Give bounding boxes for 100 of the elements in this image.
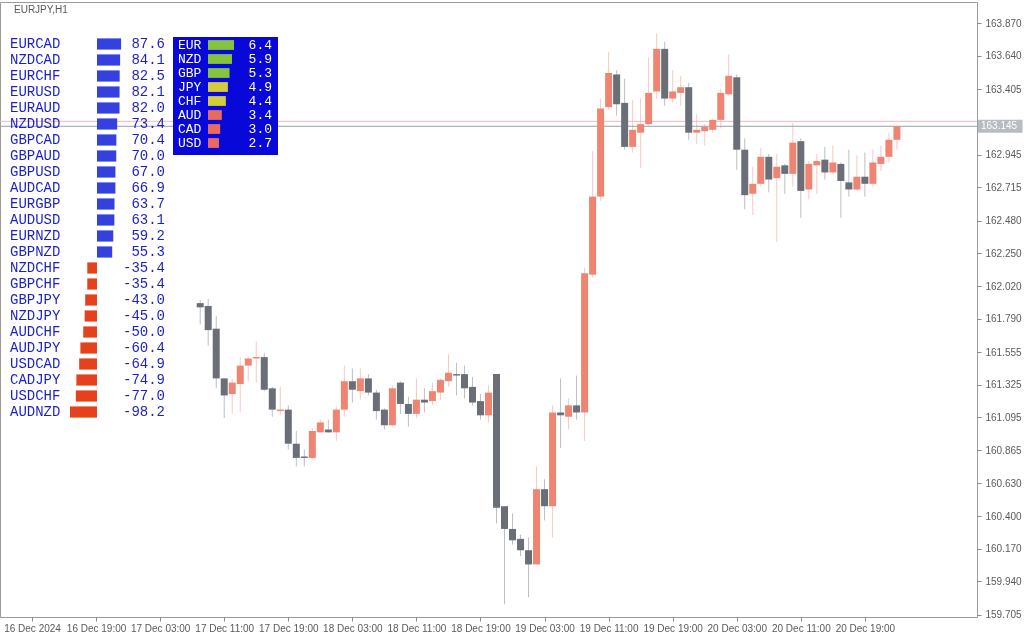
data-label: -50.0 [122, 324, 165, 340]
data-label: -45.0 [122, 308, 165, 324]
y-tick-label: 161.325 [985, 379, 1023, 391]
bar [87, 262, 97, 274]
data-label: 59.2 [131, 228, 165, 244]
y-tick-label: GBPAUD [10, 148, 61, 164]
x-tick-label: 18 Dec 11:00 [387, 622, 447, 634]
y-tick-label: AUD [178, 108, 202, 123]
bar [97, 198, 115, 210]
y-tick-label: EURCAD [10, 36, 61, 52]
data-label: 66.9 [131, 180, 165, 196]
y-tick-label: GBP [178, 66, 202, 81]
bar [75, 390, 97, 402]
x-tick-label: 19 Dec 19:00 [643, 622, 704, 634]
y-tick-label: AUDCHF [10, 324, 61, 340]
bar [97, 118, 118, 130]
data-label: 84.1 [131, 52, 165, 68]
y-tick-label: GBPCAD [10, 132, 61, 148]
y-tick-label: 160.630 [985, 477, 1023, 489]
bar [83, 326, 97, 338]
bar [97, 54, 121, 66]
bar [208, 138, 219, 148]
data-label: -60.4 [122, 340, 165, 356]
y-tick-label: 162.480 [985, 215, 1023, 227]
y-tick-label: CADJPY [10, 372, 62, 388]
bar [208, 96, 226, 106]
bar [80, 342, 97, 354]
y-tick-label: 161.095 [985, 411, 1023, 423]
y-tick-label: AUDJPY [10, 340, 62, 356]
y-tick-label: USDCAD [10, 356, 61, 372]
y-tick-label: 160.400 [985, 510, 1023, 522]
y-tick-label: 159.940 [985, 575, 1023, 587]
y-tick-label: GBPUSD [10, 164, 61, 180]
data-label: -64.9 [122, 356, 165, 372]
x-tick-label: 16 Dec 2024 [4, 622, 62, 634]
y-tick-label: 160.170 [985, 543, 1023, 555]
y-tick-label: 159.705 [985, 609, 1023, 621]
data-label: 70.0 [131, 148, 165, 164]
bar [87, 278, 97, 290]
bar [97, 150, 117, 162]
x-tick-label: 17 Dec 03:00 [130, 622, 191, 634]
data-label: 3.0 [248, 122, 272, 137]
bar [208, 110, 222, 120]
y-tick-label: JPY [178, 80, 202, 95]
data-label: 4.9 [248, 80, 272, 95]
data-label: -77.0 [122, 388, 165, 404]
y-tick-label: USD [178, 136, 202, 151]
y-tick-label: 162.020 [985, 280, 1023, 292]
bar [208, 40, 234, 50]
y-tick-label: 162.250 [985, 247, 1023, 259]
data-label: 70.4 [131, 132, 165, 148]
y-tick-label: 163.870 [985, 17, 1023, 29]
data-label: 63.7 [131, 196, 165, 212]
data-label: 5.9 [248, 52, 272, 67]
bar [85, 294, 97, 306]
y-tick-label: EUR [178, 38, 202, 53]
bar [208, 68, 230, 78]
bar [97, 86, 120, 98]
data-label: 82.0 [131, 100, 165, 116]
data-label: 82.1 [131, 84, 165, 100]
y-tick-label: AUDCAD [10, 180, 61, 196]
data-label: 55.3 [131, 244, 165, 260]
data-label: 87.6 [131, 36, 165, 52]
ref-line-label: 163.145 [981, 120, 1018, 132]
data-label: 5.3 [248, 66, 272, 81]
y-tick-label: EURCHF [10, 68, 61, 84]
x-tick-label: 18 Dec 19:00 [451, 622, 512, 634]
chart-title: EURJPY,H1 [14, 4, 69, 15]
y-tick-label: 161.555 [985, 346, 1023, 358]
bar [97, 166, 116, 178]
bar [97, 230, 114, 242]
x-tick-label: 17 Dec 19:00 [259, 622, 319, 634]
y-tick-label: EURUSD [10, 84, 61, 100]
y-tick-label: 163.640 [985, 50, 1023, 62]
data-label: 3.4 [248, 108, 273, 123]
y-tick-label: EURAUD [10, 100, 61, 116]
bar [97, 134, 117, 146]
x-tick-label: 20 Dec 11:00 [771, 622, 832, 634]
y-tick-label: 162.715 [985, 181, 1023, 193]
data-label: 4.4 [248, 94, 273, 109]
data-label: -74.9 [122, 372, 165, 388]
x-tick-label: 19 Dec 03:00 [515, 622, 576, 634]
bar [208, 124, 221, 134]
bar [208, 82, 228, 92]
bar [97, 246, 113, 258]
data-label: -98.2 [122, 404, 165, 420]
data-label: 6.4 [248, 38, 273, 53]
x-tick-label: 19 Dec 11:00 [579, 622, 639, 634]
y-tick-label: GBPCHF [10, 276, 61, 292]
y-tick-label: NZD [178, 52, 202, 67]
data-label: -43.0 [122, 292, 165, 308]
data-label: 67.0 [131, 164, 165, 180]
y-tick-label: GBPNZD [10, 244, 61, 260]
y-tick-label: 160.865 [985, 444, 1023, 456]
data-label: -35.4 [122, 260, 165, 276]
bar [97, 182, 116, 194]
x-tick-label: 17 Dec 11:00 [195, 622, 255, 634]
data-label: 2.7 [248, 136, 272, 151]
data-label: 73.4 [131, 116, 165, 132]
bar [79, 358, 97, 370]
